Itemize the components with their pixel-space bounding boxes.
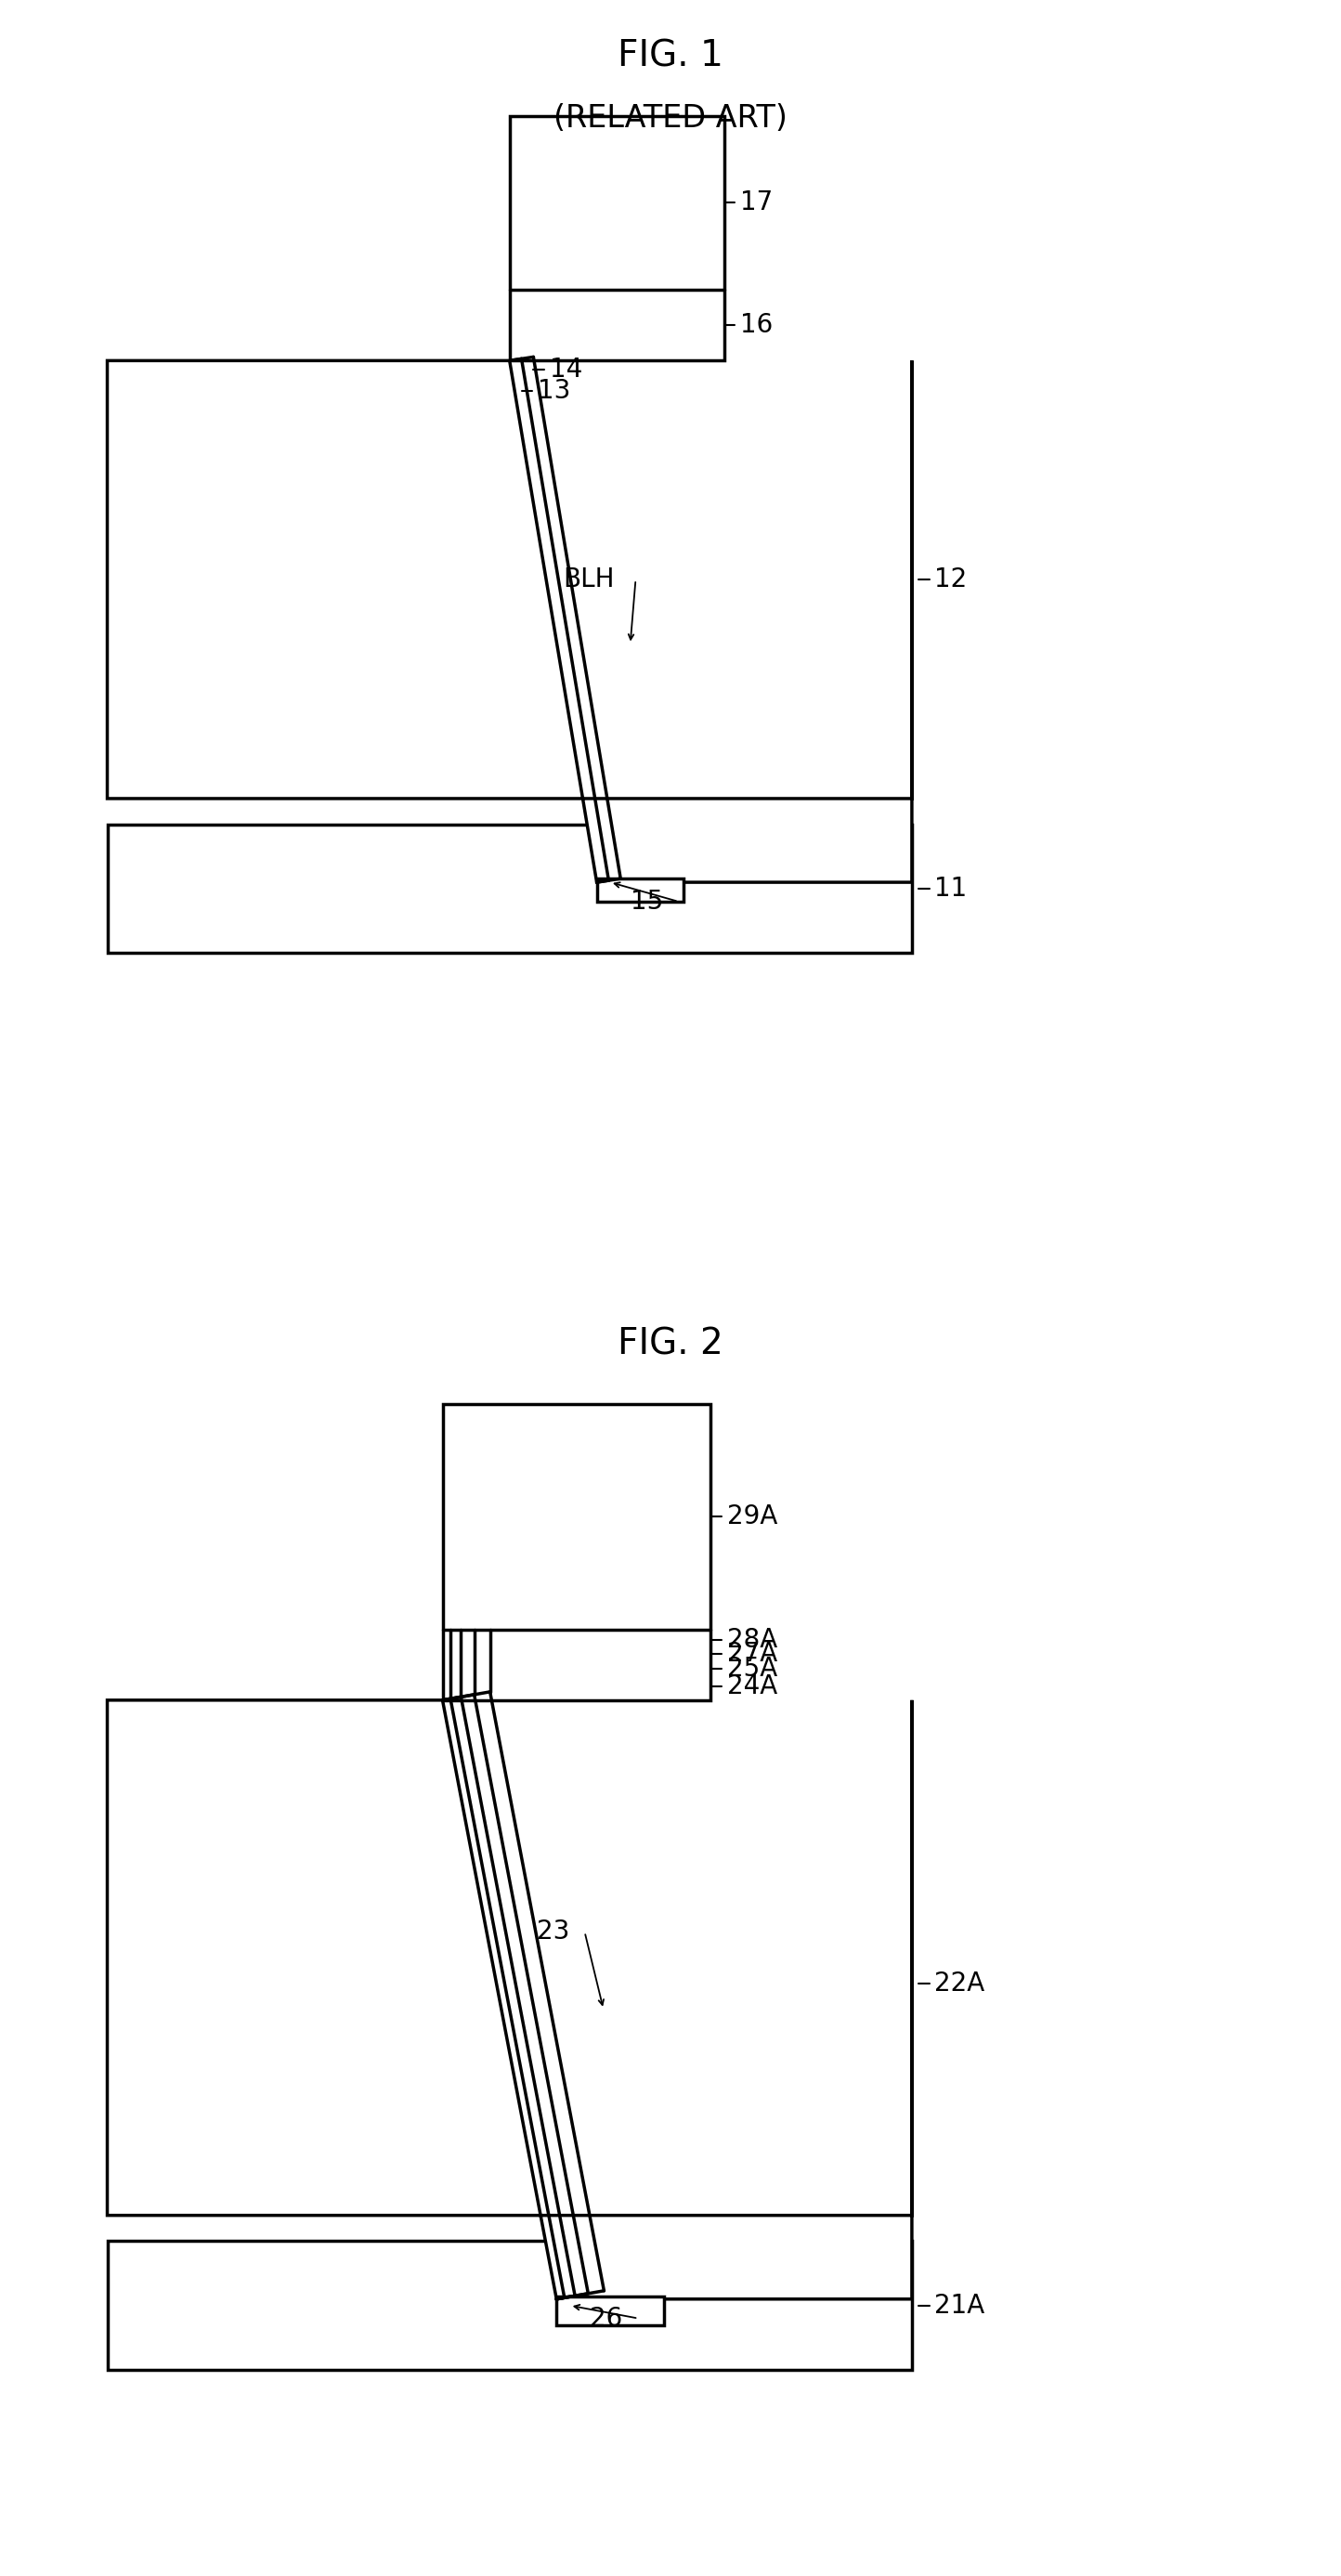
- Text: 21A: 21A: [935, 2293, 986, 2318]
- Polygon shape: [107, 1700, 912, 2300]
- Text: 16: 16: [740, 312, 772, 337]
- Bar: [557, 2298, 664, 2324]
- Bar: [510, 116, 724, 361]
- Text: FIG. 1: FIG. 1: [618, 39, 723, 75]
- Text: 23: 23: [536, 1919, 569, 1945]
- Bar: [107, 824, 912, 953]
- Text: FIG. 2: FIG. 2: [618, 1327, 723, 1363]
- Text: 22A: 22A: [935, 1971, 986, 1996]
- Text: 12: 12: [935, 567, 967, 592]
- Text: 29A: 29A: [727, 1504, 778, 1530]
- Text: 27A: 27A: [727, 1641, 778, 1667]
- Text: 24A: 24A: [727, 1672, 778, 1700]
- Bar: [597, 878, 684, 902]
- Text: 25A: 25A: [727, 1656, 778, 1682]
- Bar: [443, 1404, 711, 1700]
- Polygon shape: [107, 361, 912, 881]
- Text: 15: 15: [630, 889, 662, 914]
- Text: (RELATED ART): (RELATED ART): [554, 103, 787, 134]
- Text: 13: 13: [538, 379, 570, 404]
- Text: 11: 11: [935, 876, 967, 902]
- Text: BLH: BLH: [563, 567, 614, 592]
- Text: 14: 14: [550, 358, 582, 384]
- Text: 26: 26: [590, 2306, 622, 2331]
- Text: 17: 17: [740, 191, 772, 216]
- Text: 28A: 28A: [727, 1628, 778, 1654]
- Bar: [107, 2241, 912, 2370]
